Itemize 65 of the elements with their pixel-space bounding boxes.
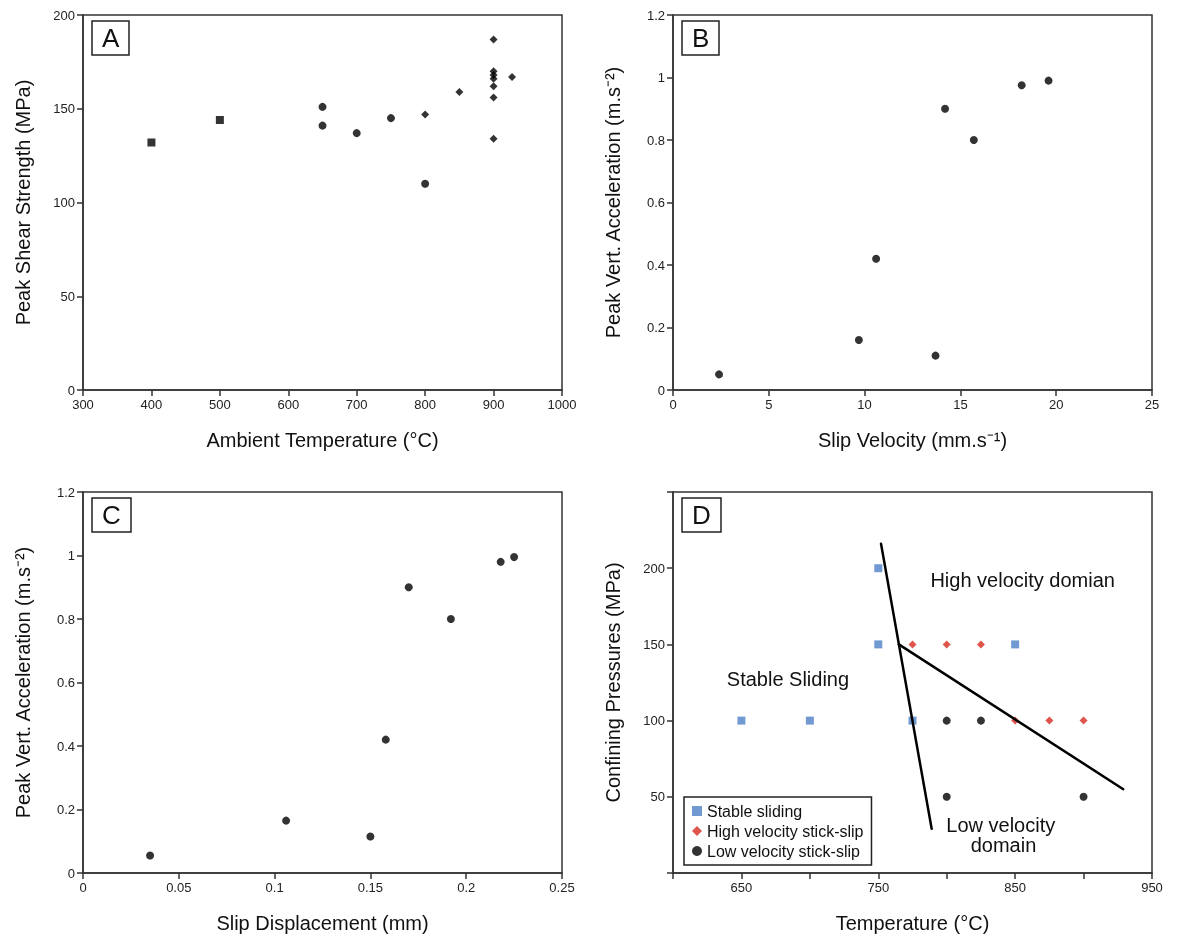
x-tick-label: 20 (1048, 397, 1064, 412)
y-tick-label: 0.8 (56, 611, 75, 627)
x-tick-label: 400 (140, 397, 163, 412)
x-tick-label: 0.05 (166, 880, 192, 895)
x-tick-label: 25 (1144, 397, 1160, 412)
y-tick-label: 0.6 (646, 195, 665, 210)
y-tick-label: 1.2 (56, 484, 75, 500)
chart-title: C (102, 500, 121, 530)
y-tick-label: 150 (53, 101, 75, 117)
y-tick-label: 1 (657, 70, 665, 85)
x-axis-title: Temperature (°C) (835, 912, 990, 934)
annotation: Stable Sliding (726, 667, 850, 690)
y-tick-label: 0 (67, 382, 75, 398)
y-tick-label: 1 (67, 548, 75, 563)
x-tick-label: 700 (345, 397, 368, 412)
legend-label: Low velocity stick-slip (707, 842, 861, 860)
x-tick-label: 0.25 (549, 880, 575, 895)
x-axis-title: Ambient Temperature (°C) (206, 429, 439, 451)
x-tick-label: 0.15 (357, 880, 384, 895)
x-tick-label: 0 (669, 397, 677, 412)
y-tick-label: 1.2 (646, 7, 665, 23)
x-tick-label: 850 (1004, 880, 1026, 895)
x-tick-label: 650 (730, 880, 753, 895)
y-axis-title: Peak Shear Strength (MPa) (12, 79, 34, 326)
y-tick-label: 0.6 (56, 675, 75, 690)
y-tick-label: 0.4 (56, 738, 75, 754)
x-tick-label: 0.2 (457, 880, 476, 895)
chart-title: D (692, 500, 711, 530)
x-tick-label: 900 (482, 397, 505, 412)
x-tick-label: 800 (414, 397, 436, 412)
x-tick-label: 300 (72, 397, 94, 412)
y-tick-label: 50 (60, 288, 75, 304)
x-tick-label: 10 (857, 397, 872, 412)
y-tick-label: 0.4 (646, 257, 665, 273)
y-axis-title: Confining Pressures (MPa) (602, 562, 624, 803)
x-axis-title: Slip Displacement (mm) (216, 912, 429, 934)
y-tick-label: 0.2 (56, 802, 75, 817)
legend-label: Stable sliding (707, 802, 803, 820)
y-tick-label: 200 (53, 7, 75, 23)
y-tick-label: 0.2 (646, 320, 665, 335)
x-tick-label: 950 (1141, 880, 1163, 895)
x-tick-label: 15 (953, 397, 968, 412)
x-tick-label: 750 (867, 880, 890, 895)
y-tick-label: 200 (643, 560, 665, 576)
y-tick-label: 0.8 (646, 132, 665, 148)
x-tick-label: 0.1 (265, 880, 284, 895)
legend-label: High velocity stick-slip (707, 822, 864, 840)
x-tick-label: 1000 (547, 397, 577, 412)
y-tick-label: 0 (67, 865, 75, 881)
chart-title: A (102, 23, 120, 53)
x-tick-label: 600 (277, 397, 300, 412)
x-axis-title: Slip Velocity (mm.s⁻¹) (817, 429, 1008, 451)
y-tick-label: 150 (643, 636, 665, 652)
y-tick-label: 100 (643, 713, 665, 729)
annotation: High velocity domian (930, 568, 1115, 591)
y-axis-title: Peak Vert. Acceleration (m.s⁻²) (12, 546, 34, 819)
x-tick-label: 500 (209, 397, 231, 412)
x-tick-label: 5 (765, 397, 773, 412)
y-tick-label: 50 (650, 789, 665, 805)
y-tick-label: 100 (53, 195, 75, 210)
annotation: Low velocity domain (946, 813, 1061, 856)
y-tick-label: 0 (657, 382, 665, 398)
y-axis-title: Peak Vert. Acceleration (m.s⁻²) (602, 66, 624, 339)
chart-title: B (692, 23, 710, 53)
x-tick-label: 0 (79, 880, 87, 895)
